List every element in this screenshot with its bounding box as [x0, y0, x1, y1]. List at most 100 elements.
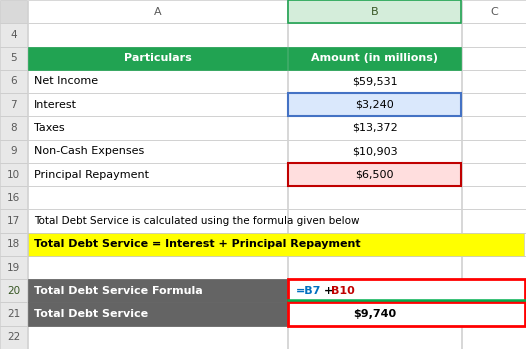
Bar	[288, 209, 461, 233]
Bar	[288, 279, 525, 303]
Bar	[462, 46, 526, 70]
Text: Total Debt Service = Interest + Principal Repayment: Total Debt Service = Interest + Principa…	[34, 239, 360, 249]
Bar	[0, 0, 27, 23]
Bar	[288, 163, 461, 186]
Text: $9,740: $9,740	[353, 309, 396, 319]
Bar	[288, 23, 461, 46]
Bar	[0, 23, 27, 46]
Bar	[28, 233, 287, 256]
Bar	[0, 186, 27, 209]
Text: 9: 9	[11, 146, 17, 156]
Text: $3,240: $3,240	[355, 100, 394, 110]
Bar	[28, 23, 287, 46]
Bar	[288, 186, 461, 209]
Text: Interest: Interest	[34, 100, 77, 110]
Bar	[462, 70, 526, 93]
Bar	[288, 46, 461, 70]
Text: $6,500: $6,500	[355, 170, 394, 179]
Text: 18: 18	[7, 239, 21, 249]
Bar	[28, 46, 287, 70]
Bar	[0, 256, 27, 279]
Bar	[288, 46, 461, 70]
Text: Principal Repayment: Principal Repayment	[34, 170, 149, 179]
Text: 5: 5	[11, 53, 17, 63]
Bar	[288, 326, 461, 349]
Text: B: B	[371, 7, 378, 17]
Bar	[0, 233, 27, 256]
Bar	[28, 163, 287, 186]
Text: =B7: =B7	[296, 286, 321, 296]
Bar	[462, 303, 526, 326]
Text: Total Debt Service Formula: Total Debt Service Formula	[34, 286, 203, 296]
Bar	[462, 0, 526, 23]
Bar	[462, 140, 526, 163]
Text: Total Debt Service is calculated using the formula given below: Total Debt Service is calculated using t…	[34, 216, 359, 226]
Bar	[462, 233, 526, 256]
Bar	[288, 279, 461, 303]
Text: 19: 19	[7, 262, 21, 273]
Bar	[288, 0, 461, 23]
Bar	[28, 93, 287, 116]
Bar	[288, 70, 461, 93]
Bar	[462, 93, 526, 116]
Bar	[28, 186, 287, 209]
Text: $59,531: $59,531	[352, 76, 397, 87]
Bar	[462, 209, 526, 233]
Bar	[462, 163, 526, 186]
Text: 16: 16	[7, 193, 21, 203]
Bar	[288, 93, 461, 116]
Bar	[462, 186, 526, 209]
Text: Particulars: Particulars	[124, 53, 191, 63]
Bar	[288, 116, 461, 140]
Text: Amount (in millions): Amount (in millions)	[311, 53, 438, 63]
Bar	[28, 140, 287, 163]
Bar	[28, 209, 287, 233]
Text: 7: 7	[11, 100, 17, 110]
Bar	[0, 303, 27, 326]
Text: 8: 8	[11, 123, 17, 133]
Bar	[28, 279, 287, 303]
Bar	[0, 326, 27, 349]
Bar	[28, 70, 287, 93]
Text: 10: 10	[7, 170, 20, 179]
Bar	[288, 233, 461, 256]
Bar	[288, 0, 461, 23]
Text: +: +	[323, 286, 333, 296]
Bar	[0, 116, 27, 140]
Text: Taxes: Taxes	[34, 123, 64, 133]
Bar	[0, 209, 27, 233]
Bar	[28, 303, 287, 326]
Text: 17: 17	[7, 216, 21, 226]
Bar	[28, 303, 287, 326]
Text: C: C	[490, 7, 498, 17]
Bar	[28, 116, 287, 140]
Bar	[462, 279, 526, 303]
Bar	[288, 93, 461, 116]
Bar	[28, 326, 287, 349]
Text: 6: 6	[11, 76, 17, 87]
Bar	[462, 116, 526, 140]
Text: A: A	[154, 7, 161, 17]
Text: 22: 22	[7, 332, 21, 342]
Bar	[288, 140, 461, 163]
Bar	[288, 163, 461, 186]
Text: B10: B10	[331, 286, 355, 296]
Bar	[0, 279, 27, 303]
Text: Non-Cash Expenses: Non-Cash Expenses	[34, 146, 144, 156]
Bar	[288, 303, 461, 326]
Bar	[0, 93, 27, 116]
Text: $10,903: $10,903	[352, 146, 397, 156]
Bar	[0, 163, 27, 186]
Bar	[28, 0, 287, 23]
Text: 21: 21	[7, 309, 21, 319]
Bar	[288, 303, 525, 326]
Text: Total Debt Service: Total Debt Service	[34, 309, 148, 319]
Bar	[28, 233, 524, 256]
Text: 20: 20	[7, 286, 20, 296]
Bar	[0, 140, 27, 163]
Text: Net Income: Net Income	[34, 76, 98, 87]
Bar	[288, 256, 461, 279]
Text: 4: 4	[11, 30, 17, 40]
Bar	[462, 256, 526, 279]
Bar	[0, 70, 27, 93]
